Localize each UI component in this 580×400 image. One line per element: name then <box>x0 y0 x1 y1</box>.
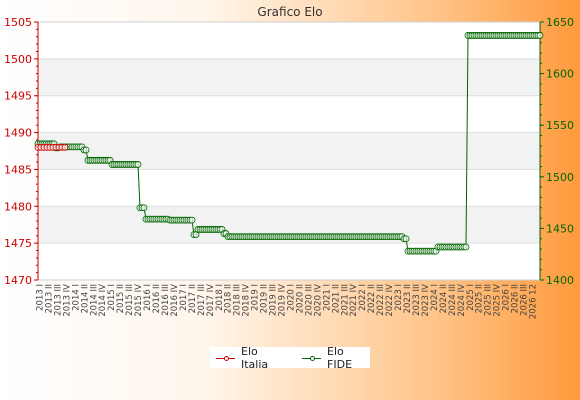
x-tick-label: 2016 I <box>143 284 153 311</box>
x-tick-label: 2014 II <box>80 284 90 313</box>
point-elo-fide <box>188 216 196 224</box>
x-tick-label: 2020 IV <box>313 284 323 317</box>
plot-background <box>38 22 540 280</box>
right-tick-label: 1600 <box>546 68 574 81</box>
x-tick-label: 2023 III <box>412 284 422 316</box>
x-tick-label: 2016 III <box>161 284 171 316</box>
right-tick-label: 1650 <box>546 16 574 29</box>
point-elo-fide <box>134 161 142 168</box>
right-tick-label: 1500 <box>546 171 574 184</box>
plot-band <box>38 58 540 96</box>
x-tick-label: 2021 II <box>331 284 341 313</box>
x-tick-label: 2015 I <box>107 284 117 311</box>
x-tick-label: 2020 III <box>304 284 314 316</box>
x-tick-label: 2024 IV <box>457 284 467 317</box>
left-tick-label: 1475 <box>4 237 32 250</box>
legend-swatch-green <box>302 353 322 363</box>
x-tick-label: 2019 I <box>251 284 261 311</box>
x-tick-label: 2014 I <box>71 284 81 311</box>
x-tick-label: 2025 IV <box>493 284 503 317</box>
x-tick-label: 2020 I <box>286 284 296 311</box>
right-tick-label: 1400 <box>546 274 574 287</box>
x-tick-label: 2013 IV <box>62 284 72 317</box>
x-tick-label: 2014 IV <box>98 284 108 317</box>
point-elo-fide <box>536 32 544 39</box>
x-tick-label: 2024 I <box>430 284 440 311</box>
legend: Elo Italia Elo FIDE <box>210 345 370 371</box>
x-tick-label: 2018 III <box>233 284 243 316</box>
x-tick-label: 2022 I <box>358 284 368 311</box>
x-tick-label: 2021 I <box>322 284 332 311</box>
x-tick-label: 2013 III <box>53 284 63 316</box>
x-tick-label: 2017 II <box>188 284 198 313</box>
x-tick-label: 2013 II <box>44 284 54 313</box>
left-tick-label: 1490 <box>4 127 32 140</box>
x-tick-label: 2013 I <box>35 284 45 311</box>
x-tick-label: 2019 III <box>269 284 279 316</box>
x-tick-label: 2026 12 <box>529 284 539 319</box>
x-tick-label: 2025 I <box>466 284 476 311</box>
left-tick-label: 1500 <box>4 53 32 66</box>
x-tick-label: 2016 IV <box>170 284 180 317</box>
legend-label-elo-italia: Elo Italia <box>241 344 269 371</box>
chart-title: Grafico Elo <box>257 5 322 19</box>
x-tick-label: 2025 II <box>475 284 485 313</box>
x-tick-label: 2023 I <box>394 284 404 311</box>
x-tick-label: 2019 II <box>260 284 270 313</box>
point-elo-italia <box>61 143 69 151</box>
series-layer <box>34 32 544 255</box>
right-tick-label: 1550 <box>546 119 574 132</box>
x-tick-label: 2014 III <box>89 284 99 316</box>
right-axis: 1400 1450 1500 1550 1600 1650 <box>539 16 574 287</box>
x-tick-label: 2023 IV <box>421 284 431 317</box>
left-tick-label: 1480 <box>4 200 32 213</box>
x-tick-label: 2018 IV <box>242 284 252 317</box>
x-tick-label: 2022 II <box>367 284 377 313</box>
point-elo-fide <box>462 243 470 251</box>
x-tick-label: 2021 III <box>340 284 350 316</box>
x-tick-label: 2017 I <box>179 284 189 311</box>
x-tick-label: 2017 IV <box>206 284 216 317</box>
left-tick-label: 1485 <box>4 163 32 176</box>
x-tick-label: 2015 III <box>125 284 135 316</box>
right-tick-label: 1450 <box>546 222 574 235</box>
x-tick-label: 2019 IV <box>278 284 288 317</box>
x-tick-label: 2021 IV <box>349 284 359 317</box>
x-tick-label: 2016 II <box>152 284 162 313</box>
x-tick-label: 2024 III <box>448 284 458 316</box>
point-elo-fide <box>82 146 90 154</box>
x-tick-label: 2018 II <box>224 284 234 313</box>
left-tick-label: 1495 <box>4 90 32 103</box>
x-tick-label: 2023 II <box>403 284 413 313</box>
x-tick-label: 2022 III <box>376 284 386 316</box>
left-tick-label: 1505 <box>4 16 32 29</box>
point-elo-fide <box>140 204 148 212</box>
x-tick-label: 2015 IV <box>134 284 144 317</box>
x-tick-label: 2015 II <box>116 284 126 313</box>
point-elo-fide <box>402 235 410 243</box>
x-tick-label: 2026 II <box>511 284 521 313</box>
x-tick-label: 2022 IV <box>385 284 395 317</box>
x-tick-label: 2026 III <box>520 284 530 316</box>
legend-swatch-red <box>216 353 235 363</box>
legend-label-elo-fide: Elo FIDE <box>327 344 353 371</box>
left-tick-label: 1470 <box>4 274 32 287</box>
x-tick-label: 2024 II <box>439 284 449 313</box>
x-tick-label: 2020 II <box>295 284 305 313</box>
legend-item-elo-italia[interactable]: Elo Italia <box>216 345 286 371</box>
left-axis: 1470 1475 1480 1485 1490 1495 1500 1505 <box>4 16 39 287</box>
x-tick-label: 2026 I <box>502 284 512 311</box>
legend-item-elo-fide[interactable]: Elo FIDE <box>302 345 370 371</box>
x-tick-label: 2025 III <box>484 284 494 316</box>
x-tick-label: 2017 III <box>197 284 207 316</box>
x-tick-label: 2018 I <box>215 284 225 311</box>
